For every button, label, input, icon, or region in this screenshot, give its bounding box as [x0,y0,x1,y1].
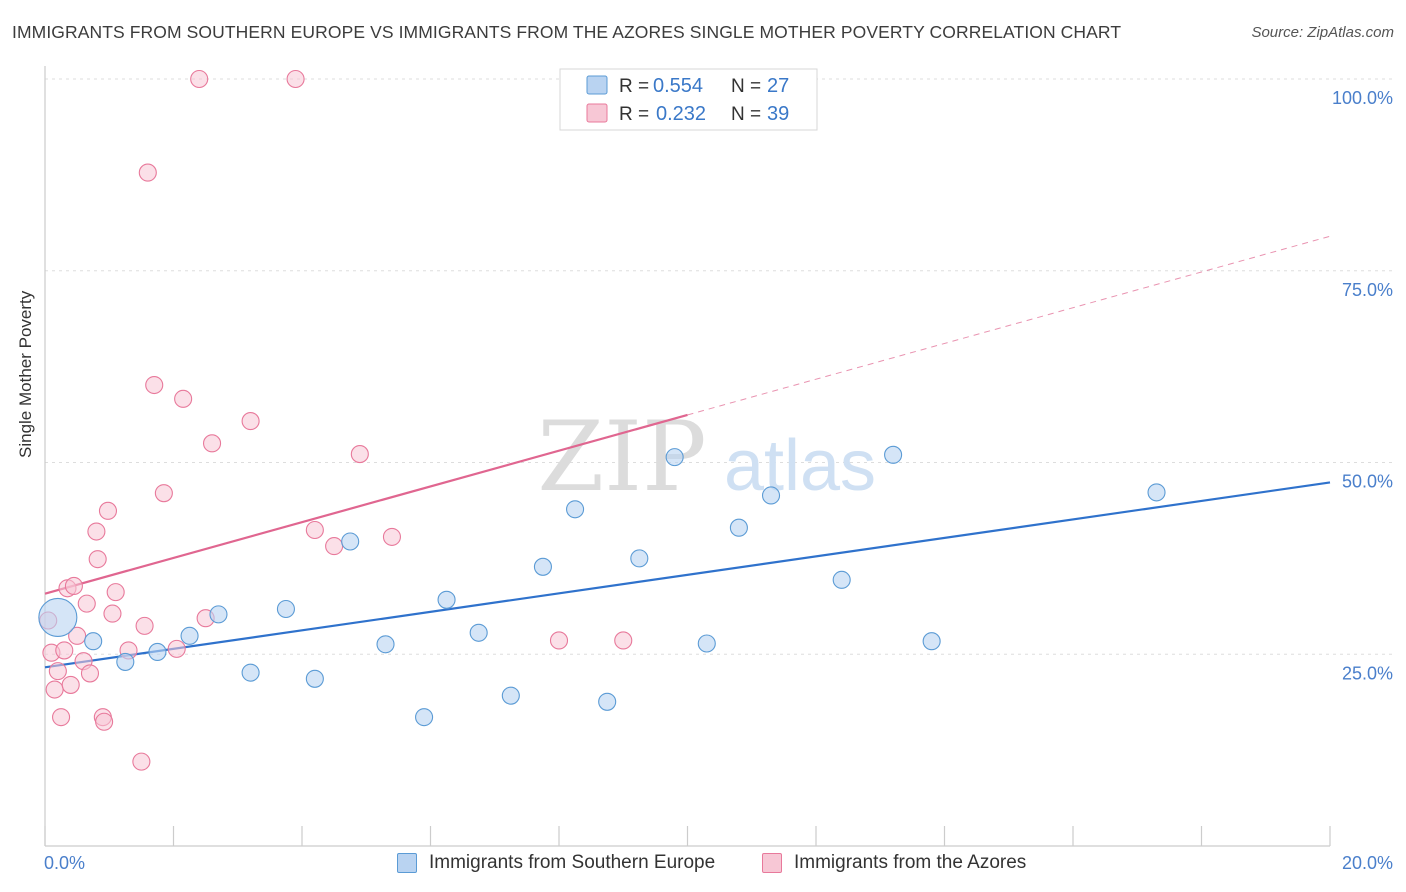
point-azores-34 [325,537,344,556]
legend-n-value-1: 27 [767,75,789,97]
point-southern-europe-14 [501,686,520,705]
trend-line-azores [44,413,688,595]
trend-line-southern-europe [44,481,1331,669]
point-azores-33 [305,520,324,540]
point-southern-europe-23 [832,570,851,589]
legend-r-label-2: R = [619,104,649,125]
point-southern-europe-24 [884,445,903,464]
point-azores-24 [145,375,164,395]
bottom-legend-item-2: Immigrants from the Azores [762,852,1026,874]
point-azores-36 [382,527,402,546]
point-azores-12 [80,664,100,683]
point-southern-europe-15 [533,557,552,576]
point-azores-31 [241,412,260,431]
legend-swatch-blue [586,75,608,95]
point-azores-28 [190,69,209,89]
point-southern-europe-2 [116,652,135,671]
axes [44,66,1331,847]
point-southern-europe-16 [566,500,585,519]
bottom-legend-label-1: Immigrants from Southern Europe [429,852,716,873]
chart-title: IMMIGRANTS FROM SOUTHERN EUROPE VS IMMIG… [12,22,1122,42]
bottom-legend-swatch-pink [762,853,782,873]
point-southern-europe-17 [598,692,617,711]
y-tick-label-100: 100.0% [1332,88,1393,108]
point-southern-europe-12 [437,590,456,609]
x-tick-label-min: 0.0% [44,853,85,873]
point-southern-europe-22 [761,486,781,505]
x-tick-label-max: 20.0% [1342,853,1393,873]
point-azores-5 [55,641,74,660]
point-azores-35 [350,445,369,464]
watermark-atlas: atlas [724,426,876,506]
point-southern-europe-4 [180,626,199,645]
watermark: ZIP atlas [537,401,876,513]
point-southern-europe-25 [922,632,941,651]
point-azores-4 [52,708,71,727]
point-azores-37 [549,631,569,650]
point-southern-europe-1 [84,632,103,651]
trend-line-azores-extension [687,235,1331,416]
point-southern-europe-0 [38,597,78,637]
point-azores-2 [45,680,64,699]
trend-lines [44,235,1331,669]
y-tick-label-50: 50.0% [1342,472,1393,492]
point-azores-18 [103,604,122,623]
point-southern-europe-3 [148,642,167,661]
bottom-legend-swatch-blue [397,853,417,873]
point-azores-7 [61,675,80,694]
point-azores-38 [614,631,633,650]
point-azores-25 [154,484,173,503]
data-points [38,69,1166,771]
point-azores-22 [135,616,154,635]
legend-r-label-1: R = [619,76,649,97]
point-southern-europe-5 [209,605,228,624]
point-azores-17 [98,501,118,520]
point-southern-europe-21 [729,518,748,537]
point-southern-europe-7 [276,599,295,619]
point-southern-europe-13 [469,623,488,642]
bottom-legend: Immigrants from Southern Europe Immigran… [0,852,1406,878]
point-azores-19 [106,583,125,602]
point-southern-europe-19 [665,448,684,467]
point-azores-23 [138,163,157,182]
correlation-legend: R = 0.554 N = 27 R = 0.232 N = 39 [559,68,818,131]
legend-swatch-pink [586,103,608,123]
point-southern-europe-20 [697,634,716,653]
legend-r-value-1: 0.554 [653,75,703,97]
point-southern-europe-26 [1147,483,1166,502]
point-azores-11 [77,594,96,613]
point-azores-32 [286,69,305,89]
point-southern-europe-9 [341,532,360,551]
point-southern-europe-18 [630,549,649,568]
bottom-legend-label-2: Immigrants from the Azores [794,852,1027,873]
source-credit: Source: ZipAtlas.com [1251,24,1394,41]
grid-lines [45,78,1392,655]
point-azores-26 [167,639,186,658]
y-tick-label-75: 75.0% [1342,280,1393,300]
point-azores-27 [174,389,193,408]
point-azores-30 [203,434,222,453]
point-southern-europe-10 [376,635,395,654]
y-tick-label-25: 25.0% [1342,663,1393,683]
point-azores-8 [64,576,83,596]
bottom-legend-item-1: Immigrants from Southern Europe [397,852,715,874]
point-southern-europe-6 [241,663,260,682]
point-azores-21 [132,752,151,771]
legend-n-value-2: 39 [767,103,789,125]
y-axis-label: Single Mother Poverty [16,290,35,458]
point-azores-3 [48,662,67,681]
legend-n-label-1: N = [731,76,761,97]
legend-n-label-2: N = [731,104,761,125]
point-azores-16 [95,712,114,731]
point-azores-13 [87,522,106,541]
point-southern-europe-11 [415,708,434,727]
legend-r-value-2: 0.232 [656,103,706,125]
tick-labels: 25.0% 50.0% 75.0% 100.0% 0.0% 20.0% [44,88,1393,873]
point-azores-14 [88,550,107,569]
point-southern-europe-8 [305,669,324,688]
point-azores-9 [68,626,87,645]
